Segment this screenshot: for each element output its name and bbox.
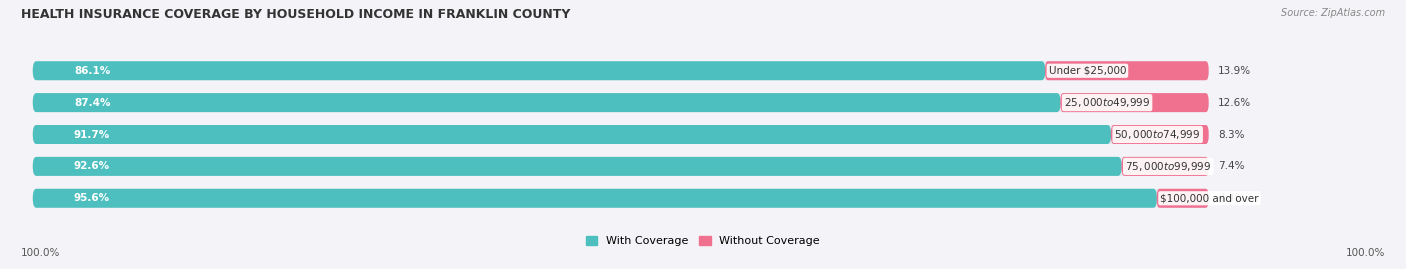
FancyBboxPatch shape	[32, 61, 1209, 80]
FancyBboxPatch shape	[32, 125, 1111, 144]
FancyBboxPatch shape	[32, 61, 1045, 80]
Text: 87.4%: 87.4%	[75, 98, 111, 108]
FancyBboxPatch shape	[32, 157, 1209, 176]
Text: 4.4%: 4.4%	[1218, 193, 1244, 203]
Text: 92.6%: 92.6%	[75, 161, 110, 171]
Text: 95.6%: 95.6%	[75, 193, 110, 203]
Text: $50,000 to $74,999: $50,000 to $74,999	[1115, 128, 1201, 141]
Text: 91.7%: 91.7%	[75, 129, 110, 140]
FancyBboxPatch shape	[32, 125, 1209, 144]
FancyBboxPatch shape	[32, 189, 1157, 208]
Text: $25,000 to $49,999: $25,000 to $49,999	[1064, 96, 1150, 109]
Text: $100,000 and over: $100,000 and over	[1160, 193, 1258, 203]
FancyBboxPatch shape	[1122, 157, 1209, 176]
Text: Under $25,000: Under $25,000	[1049, 66, 1126, 76]
Text: 12.6%: 12.6%	[1218, 98, 1251, 108]
FancyBboxPatch shape	[1111, 125, 1209, 144]
Text: HEALTH INSURANCE COVERAGE BY HOUSEHOLD INCOME IN FRANKLIN COUNTY: HEALTH INSURANCE COVERAGE BY HOUSEHOLD I…	[21, 8, 571, 21]
FancyBboxPatch shape	[1060, 93, 1209, 112]
FancyBboxPatch shape	[32, 93, 1209, 112]
Text: 8.3%: 8.3%	[1218, 129, 1244, 140]
Text: 100.0%: 100.0%	[1346, 248, 1385, 258]
FancyBboxPatch shape	[32, 157, 1122, 176]
FancyBboxPatch shape	[32, 189, 1209, 208]
FancyBboxPatch shape	[1157, 189, 1209, 208]
Text: 7.4%: 7.4%	[1218, 161, 1244, 171]
Text: $75,000 to $99,999: $75,000 to $99,999	[1125, 160, 1212, 173]
Legend: With Coverage, Without Coverage: With Coverage, Without Coverage	[586, 236, 820, 246]
Text: 100.0%: 100.0%	[21, 248, 60, 258]
Text: 86.1%: 86.1%	[75, 66, 110, 76]
Text: Source: ZipAtlas.com: Source: ZipAtlas.com	[1281, 8, 1385, 18]
FancyBboxPatch shape	[32, 93, 1060, 112]
FancyBboxPatch shape	[1045, 61, 1209, 80]
Text: 13.9%: 13.9%	[1218, 66, 1251, 76]
